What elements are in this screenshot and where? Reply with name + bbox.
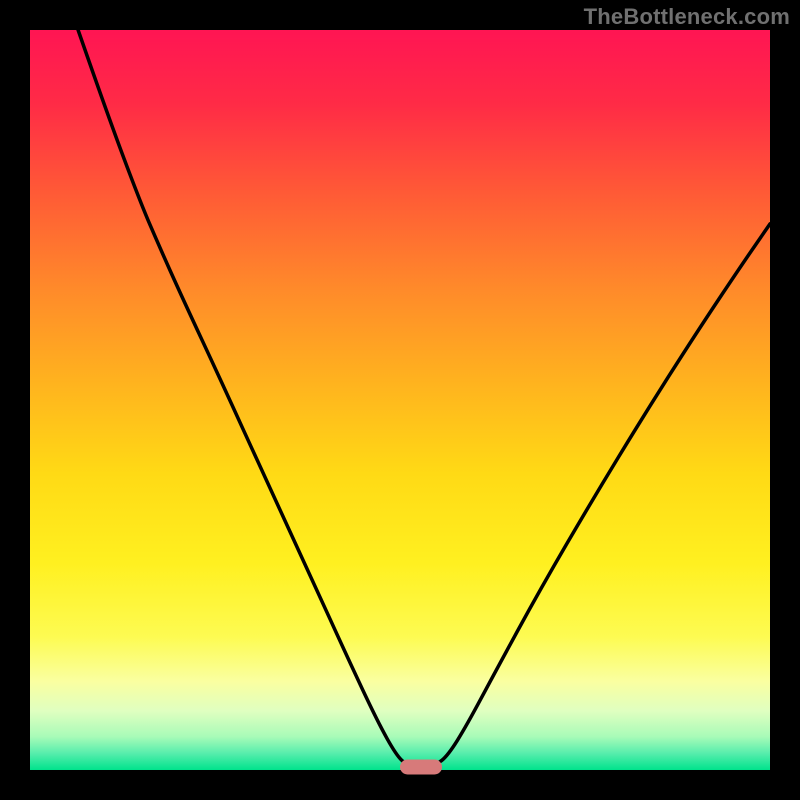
chart-frame: TheBottleneck.com: [0, 0, 800, 800]
minimum-marker: [400, 760, 442, 775]
plot-area: [30, 30, 770, 770]
bottleneck-curve: [30, 30, 770, 770]
watermark-text: TheBottleneck.com: [584, 4, 790, 30]
